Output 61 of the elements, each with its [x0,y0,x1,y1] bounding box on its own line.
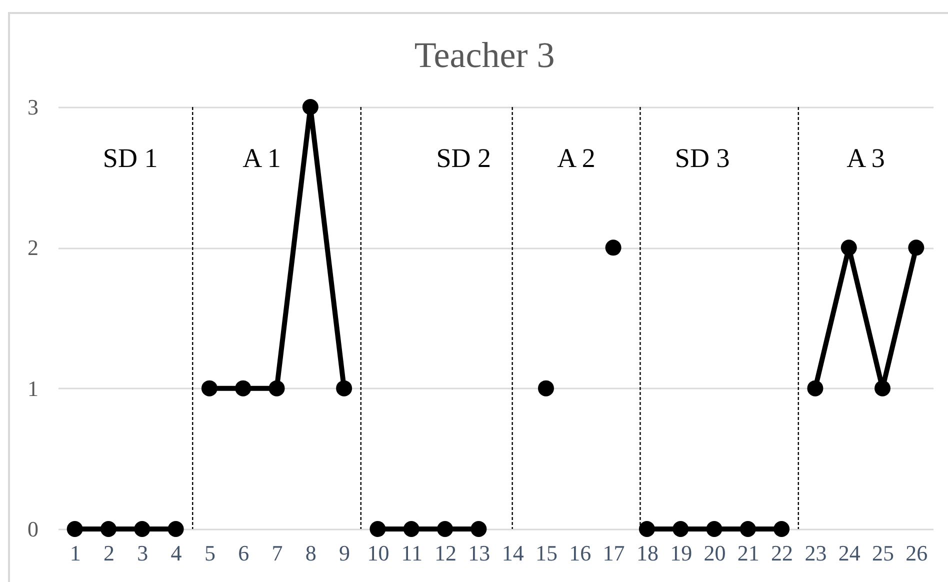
point [302,99,318,115]
point [706,521,722,537]
y-tick-label: 1 [28,376,38,401]
annotation: A 3 [846,143,885,173]
x-tick-label: 23 [804,540,827,566]
x-tick-label: 4 [170,540,182,566]
y-tick-label: 2 [28,235,38,260]
point [403,521,420,537]
x-tick-label: 11 [401,540,422,566]
annotation: A 2 [557,143,596,173]
x-tick-label: 3 [137,540,148,566]
annotation: SD 3 [674,143,730,173]
x-tick-label: 24 [838,540,860,566]
point [638,521,655,537]
point [370,521,386,537]
x-tick-label: 6 [238,540,250,566]
point [168,521,184,537]
x-tick-label: 15 [535,540,558,566]
point [740,521,756,537]
x-tick-label: 1 [70,540,81,566]
x-tick-label: 21 [737,540,760,566]
point [672,521,689,537]
y-tick-label: 3 [28,94,38,120]
x-tick-label: 12 [434,540,457,566]
annotation: A 1 [242,143,281,173]
x-tick-label: 19 [670,540,692,566]
point [807,380,824,396]
x-tick-label: 2 [103,540,114,566]
x-tick-label: 9 [339,540,350,566]
x-tick-label: 25 [872,540,894,566]
point [470,521,487,537]
point [336,380,352,396]
chart-title: Teacher 3 [414,35,555,75]
point [100,521,116,537]
point [201,380,218,396]
x-tick-label: 8 [305,540,316,566]
x-tick-label: 16 [569,540,592,566]
point [235,380,252,396]
annotation: SD 1 [102,143,158,173]
point [538,380,554,396]
point [605,240,622,256]
y-tick-label: 0 [28,516,38,542]
point [840,240,857,256]
point [66,521,83,537]
x-tick-label: 17 [602,540,625,566]
x-tick-label: 20 [704,540,726,566]
annotation: SD 2 [436,143,491,173]
x-tick-label: 10 [367,540,390,566]
point [268,380,285,396]
point [134,521,150,537]
x-tick-label: 26 [906,540,928,566]
point [908,240,924,256]
x-tick-label: 5 [204,540,216,566]
x-tick-label: 13 [468,540,490,566]
point [774,521,790,537]
point [874,380,891,396]
x-tick-label: 22 [771,540,794,566]
x-tick-label: 18 [636,540,658,566]
x-tick-label: 7 [272,540,283,566]
point [437,521,454,537]
x-tick-label: 14 [502,540,524,566]
